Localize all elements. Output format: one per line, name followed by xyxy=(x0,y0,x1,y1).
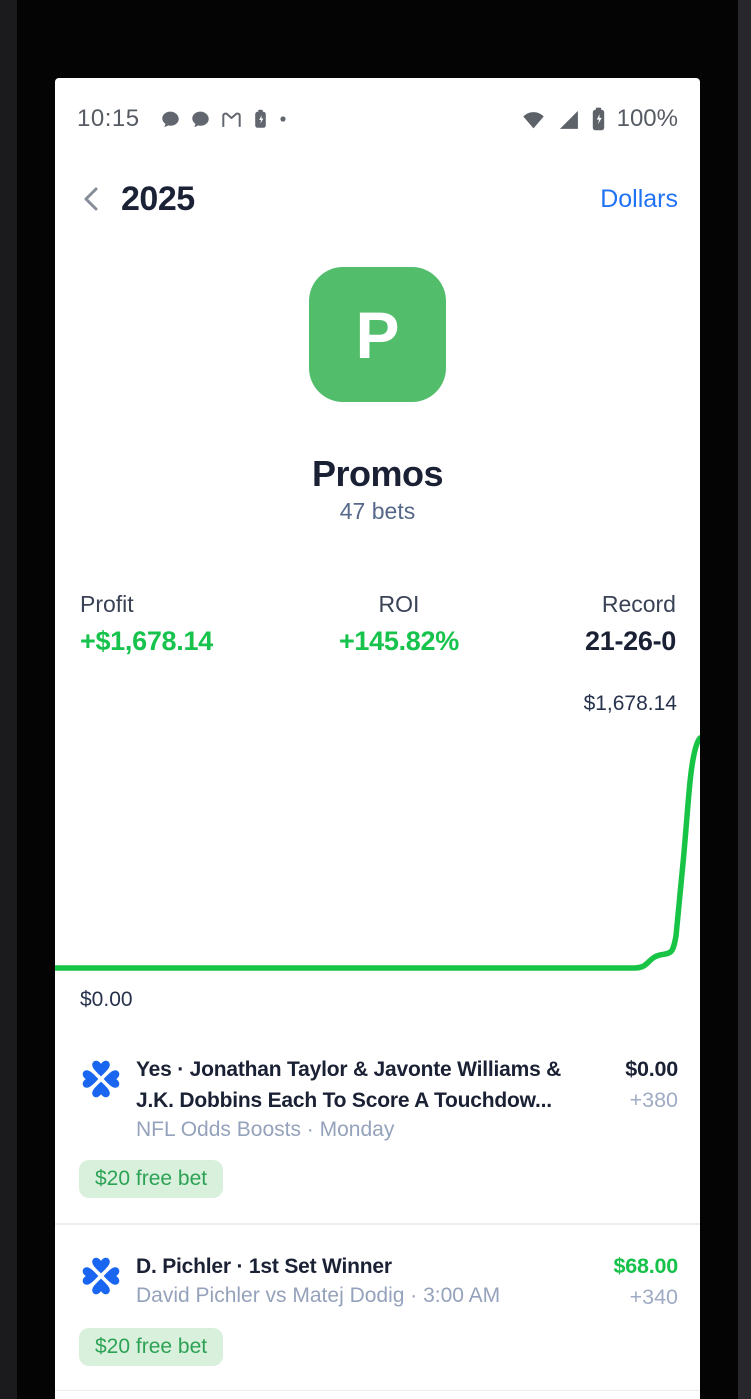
profit-line-chart xyxy=(55,730,700,980)
clover-logo-icon xyxy=(79,1254,123,1303)
chart-min-label: $0.00 xyxy=(80,988,133,1011)
clock: 10:15 xyxy=(77,105,140,132)
free-bet-badge: $20 free bet xyxy=(79,1327,224,1366)
stat-profit-label: Profit xyxy=(80,591,134,617)
page-title: 2025 xyxy=(121,179,195,218)
header: 2025 Dollars xyxy=(55,178,700,220)
stat-roi-value: +145.82% xyxy=(338,626,459,656)
bet-amount: $0.00 xyxy=(625,1057,678,1081)
wifi-icon xyxy=(521,109,546,130)
gmail-icon xyxy=(221,110,242,129)
chat-bubble-icon xyxy=(161,110,180,129)
phone-screen: 10:15 xyxy=(55,78,700,1399)
cell-signal-icon xyxy=(557,109,580,130)
battery-icon xyxy=(591,107,606,131)
bet-subtitle: NFL Odds Boosts · Monday xyxy=(136,1118,395,1141)
bet-amount: $68.00 xyxy=(613,1253,678,1278)
battery-app-icon xyxy=(253,109,268,129)
bet-title: Yes · Jonathan Taylor & Javonte Williams… xyxy=(136,1058,562,1112)
stat-record-label: Record xyxy=(601,591,676,617)
clover-logo-icon xyxy=(79,1057,123,1106)
stat-record: Record 21-26-0 xyxy=(585,590,676,658)
bet-list-item[interactable]: Yes · Jonathan Taylor & Javonte Williams… xyxy=(55,1054,700,1198)
back-button[interactable] xyxy=(79,184,105,214)
bankroll-tile: P xyxy=(309,267,446,402)
chat-bubble-icon xyxy=(191,110,210,129)
bankroll-name: Promos xyxy=(311,453,444,494)
battery-percent: 100% xyxy=(616,105,678,132)
notification-dot-icon xyxy=(279,115,287,123)
stat-profit-value: +$1,678.14 xyxy=(80,626,213,656)
stat-record-value: 21-26-0 xyxy=(585,626,676,656)
bet-title: D. Pichler · 1st Set Winner xyxy=(136,1254,392,1278)
bet-count: 47 bets xyxy=(339,498,416,524)
stats-row: Profit +$1,678.14 ROI +145.82% Record 21… xyxy=(55,590,700,658)
list-divider xyxy=(55,1223,700,1225)
stat-profit: Profit +$1,678.14 xyxy=(80,590,213,658)
frame-edge-left xyxy=(0,0,17,1399)
stat-roi-label: ROI xyxy=(378,591,420,617)
bet-odds: +340 xyxy=(629,1284,678,1309)
bankroll-initial: P xyxy=(355,297,400,372)
bet-subtitle: David Pichler vs Matej Dodig · 3:00 AM xyxy=(136,1283,501,1307)
status-bar: 10:15 xyxy=(55,78,700,134)
chart-max-label: $1,678.14 xyxy=(583,692,677,715)
stat-roi: ROI +145.82% xyxy=(339,590,459,658)
list-divider xyxy=(55,1389,700,1391)
frame-edge-right xyxy=(738,0,751,1399)
bet-list-item[interactable]: D. Pichler · 1st Set Winner David Pichle… xyxy=(55,1225,700,1366)
dollars-toggle[interactable]: Dollars xyxy=(600,184,678,213)
free-bet-badge: $20 free bet xyxy=(79,1160,224,1198)
bet-odds: +380 xyxy=(629,1088,678,1112)
